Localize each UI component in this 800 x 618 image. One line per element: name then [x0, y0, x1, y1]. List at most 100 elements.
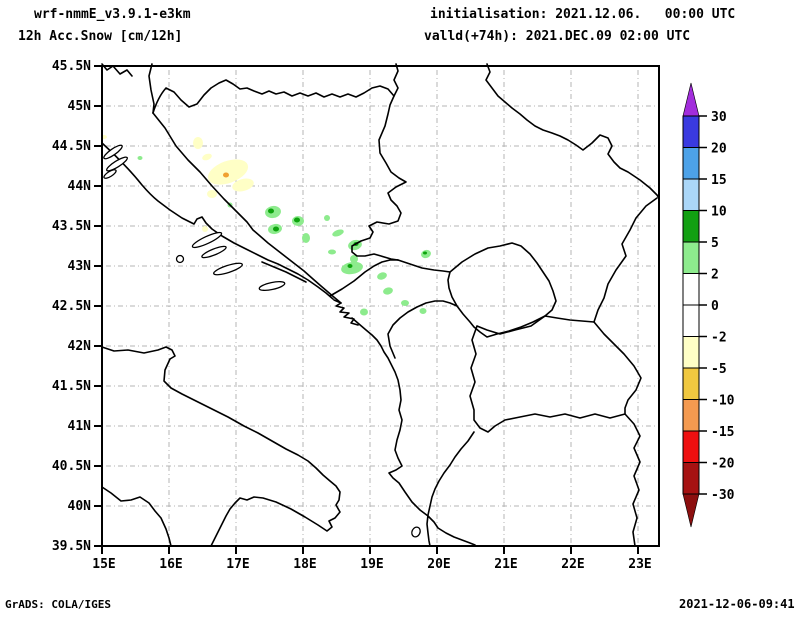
snow-patch-light_green: [341, 261, 363, 275]
snow-patch-cream: [202, 153, 212, 161]
colorbar-label: -30: [711, 488, 735, 503]
lon-label: 22E: [561, 557, 584, 572]
colorbar-label: 10: [711, 205, 727, 220]
coastline-montenegro-albania: [351, 317, 476, 546]
snow-patch-cream: [193, 137, 203, 149]
colorbar-label: -10: [711, 394, 735, 409]
snow-patch-light_green: [302, 233, 310, 243]
colorbar-segment: [683, 368, 699, 400]
grads-credit: GrADS: COLA/IGES: [5, 598, 111, 611]
axis-labels: 45.5N 45N 44.5N 44N 43.5N 43N 42.5N 42N 41.5N 41N…: [52, 59, 652, 572]
colorbar-segment: [683, 242, 699, 274]
coastline-borders-layer: [101, 63, 660, 547]
border-danube-romania: [485, 63, 660, 199]
border-macedonia: [469, 315, 642, 433]
lon-label: 15E: [92, 557, 115, 572]
border-montenegro-albania: [387, 300, 458, 359]
colorbar-bottom-arrow: [682, 493, 700, 528]
lat-label: 40.5N: [52, 459, 91, 474]
colorbar-segment: [683, 431, 699, 463]
snow-patch-light_green: [377, 272, 387, 280]
border-croatia-top: [148, 63, 155, 114]
colorbar-segment: [683, 336, 699, 368]
border-bosnia-montenegro: [329, 259, 399, 297]
island-korcula: [213, 262, 243, 276]
colorbar-segment: [683, 210, 699, 242]
island-corfu: [411, 526, 421, 538]
island-vis: [175, 254, 185, 264]
colorbar-top-arrow: [682, 82, 700, 117]
snow-patch-orange: [223, 172, 229, 178]
lat-label: 45.5N: [52, 59, 91, 74]
border-croatia-bosnia: [152, 112, 342, 304]
snow-patch-cream: [202, 226, 208, 232]
border-sava: [152, 63, 399, 114]
border-bulgaria-greece: [624, 413, 641, 547]
lon-label: 19E: [360, 557, 383, 572]
snow-patch-dark_green: [294, 217, 300, 223]
axis-ticks: [94, 65, 639, 554]
border-kosovo: [447, 242, 557, 338]
lat-label: 43N: [68, 259, 92, 274]
snow-patch-cream: [207, 190, 217, 198]
colorbar-label: 5: [711, 236, 719, 251]
island-hvar: [201, 245, 227, 259]
coastline-italy: [101, 346, 341, 547]
snow-patch-dark_green: [268, 208, 274, 214]
colorbar-label: 0: [711, 299, 719, 314]
border-serbia-macedonia: [544, 315, 595, 323]
snow-patch-light_green: [401, 300, 409, 306]
colorbar-label: 20: [711, 142, 727, 157]
coastline-kotor-bay: [333, 299, 359, 326]
lat-lon-gridlines: [102, 66, 659, 546]
lat-label: 45N: [68, 99, 92, 114]
colorbar-segment: [683, 273, 699, 305]
lon-label: 18E: [293, 557, 316, 572]
snow-patch-light_green: [360, 308, 368, 316]
colorbar-label: -20: [711, 457, 735, 472]
coastline-istria: [101, 63, 133, 77]
border-drina: [351, 95, 407, 261]
initialisation-time: initialisation: 2021.12.06. 00:00 UTC: [430, 7, 736, 22]
island-pag: [103, 144, 123, 160]
colorbar-label: 30: [711, 110, 727, 125]
snow-patch-cream: [207, 159, 249, 185]
lon-label: 20E: [427, 557, 450, 572]
border-albania-greece: [426, 431, 475, 547]
lon-label: 21E: [494, 557, 517, 572]
snow-patch-light_green: [328, 249, 336, 255]
snow-patch-dark_green: [423, 251, 427, 255]
snow-patch-light_green: [419, 308, 427, 314]
lon-label: 23E: [628, 557, 651, 572]
colorbar-segment: [683, 116, 699, 148]
island-mljet: [258, 280, 286, 292]
lat-label: 40N: [68, 499, 92, 514]
colorbar-segment: [683, 305, 699, 337]
border-serbia-montenegro: [397, 259, 451, 273]
colorbar-segment: [683, 399, 699, 431]
island-dugi-otok: [106, 156, 128, 172]
colorbar-label: -2: [711, 331, 727, 346]
lat-label: 42N: [68, 339, 92, 354]
snow-patch-light_green: [332, 229, 344, 237]
colorbar-label: -5: [711, 362, 727, 377]
colorbar-label: 2: [711, 268, 719, 283]
creation-timestamp: 2021-12-06-09:41: [679, 597, 795, 611]
colorbar-label: 15: [711, 173, 727, 188]
lon-label: 16E: [159, 557, 182, 572]
lat-label: 41N: [68, 419, 92, 434]
field-title: 12h Acc.Snow [cm/12h]: [18, 29, 183, 44]
lat-label: 42.5N: [52, 299, 91, 314]
snow-patch-dark_green: [347, 264, 353, 268]
island-brac: [191, 231, 223, 249]
lat-label: 44.5N: [52, 139, 91, 154]
lat-label: 44N: [68, 179, 92, 194]
coastline-peljesac: [261, 261, 307, 283]
snow-patch-light_green: [137, 156, 143, 160]
valid-time: valld(+74h): 2021.DEC.09 02:00 UTC: [424, 29, 691, 44]
colorbar-segment: [683, 179, 699, 211]
snow-patch-cream: [232, 178, 254, 192]
coastline-dalmatia: [101, 142, 334, 300]
lat-label: 41.5N: [52, 379, 91, 394]
